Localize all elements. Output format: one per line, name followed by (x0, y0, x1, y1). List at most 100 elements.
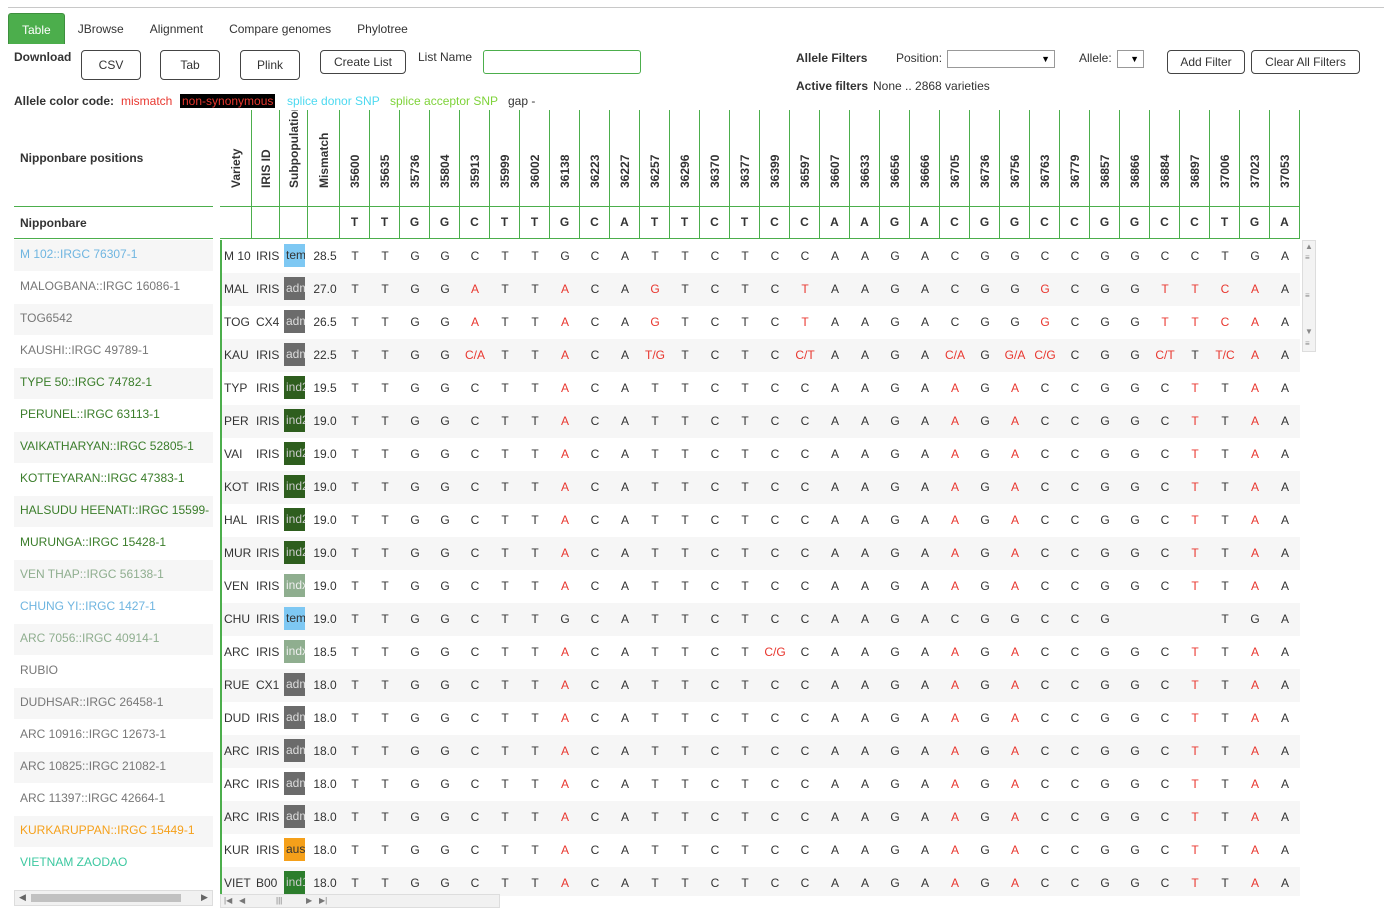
position-header[interactable]: 36666 (910, 110, 940, 206)
list-name-input[interactable] (483, 50, 641, 74)
tab-button[interactable]: Tab (160, 50, 220, 80)
table-row[interactable]: VEN IRIS indx 19.0 T T G G C T T A C A T T C T C C A A G A A G A C C… (220, 570, 1300, 603)
tab-jbrowse[interactable]: JBrowse (77, 22, 124, 36)
position-header[interactable]: 36763 (1030, 110, 1060, 206)
scrollbar-thumb[interactable] (31, 894, 181, 902)
position-header[interactable]: 37023 (1240, 110, 1270, 206)
table-row[interactable]: KUR IRIS aus 18.0 T T G G C T T A C A T T C T C C A A G A A G A C C G… (220, 834, 1300, 867)
create-list-button[interactable]: Create List (320, 50, 406, 74)
variety-name-link[interactable]: TYPE 50::IRGC 74782-1 (14, 368, 213, 400)
scroll-bottom-icon[interactable]: ≡ (1305, 339, 1310, 348)
scroll-left-icon[interactable]: ◀ (19, 892, 26, 902)
variety-name-link[interactable]: M 102::IRGC 76307-1 (14, 240, 213, 272)
left-horizontal-scrollbar[interactable]: ◀ ▶ (14, 890, 213, 906)
csv-button[interactable]: CSV (81, 50, 141, 80)
scroll-prev-icon[interactable]: ◀ (239, 896, 246, 905)
position-select[interactable]: ▼ (947, 50, 1055, 68)
position-header[interactable]: 36002 (520, 110, 550, 206)
table-row[interactable]: DUD IRIS adm 18.0 T T G G C T T A C A T T C T C C A A G A A G A C C G… (220, 702, 1300, 735)
add-filter-button[interactable]: Add Filter (1167, 50, 1245, 74)
scroll-up-icon[interactable]: ▲ (1305, 242, 1313, 251)
column-header-mismatch[interactable]: Mismatch (308, 110, 340, 206)
column-header-iris[interactable]: IRIS ID (252, 110, 280, 206)
position-header[interactable]: 36705 (940, 110, 970, 206)
variety-name-link[interactable]: MURUNGA::IRGC 15428-1 (14, 528, 213, 560)
position-header[interactable]: 36633 (850, 110, 880, 206)
position-header[interactable]: 35635 (370, 110, 400, 206)
position-header[interactable]: 36296 (670, 110, 700, 206)
position-header[interactable]: 35600 (340, 110, 370, 206)
variety-name-link[interactable]: KAUSHI::IRGC 49789-1 (14, 336, 213, 368)
scroll-first-icon[interactable]: |◀ (224, 896, 233, 905)
position-header[interactable]: 36227 (610, 110, 640, 206)
tab-compare-genomes[interactable]: Compare genomes (229, 22, 332, 36)
scroll-grip-icon[interactable]: ≡ (1305, 291, 1310, 300)
tab-phylotree[interactable]: Phylotree (357, 22, 408, 36)
variety-name-link[interactable]: VEN THAP::IRGC 56138-1 (14, 560, 213, 592)
scroll-top-icon[interactable]: ≡ (1305, 253, 1310, 262)
variety-name-link[interactable]: ARC 11397::IRGC 42664-1 (14, 784, 213, 816)
position-header[interactable]: 35804 (430, 110, 460, 206)
position-header[interactable]: 35736 (400, 110, 430, 206)
table-row[interactable]: MUR IRIS ind2 19.0 T T G G C T T A C A T T C T C C A A G A A G A C C… (220, 537, 1300, 570)
scroll-right-icon[interactable]: ▶ (201, 892, 208, 902)
variety-name-link[interactable]: ARC 10825::IRGC 21082-1 (14, 752, 213, 784)
table-row[interactable]: ARC IRIS adm 18.0 T T G G C T T A C A T T C T C C A A G A A G A C C G… (220, 735, 1300, 768)
position-header[interactable]: 37006 (1210, 110, 1240, 206)
clear-filters-button[interactable]: Clear All Filters (1251, 50, 1360, 74)
plink-button[interactable]: Plink (240, 50, 300, 80)
variety-name-link[interactable]: VAIKATHARYAN::IRGC 52805-1 (14, 432, 213, 464)
position-header[interactable]: 36399 (760, 110, 790, 206)
variety-name-link[interactable]: DUDHSAR::IRGC 26458-1 (14, 688, 213, 720)
position-header[interactable]: 36756 (1000, 110, 1030, 206)
table-row[interactable]: TOG CX4 adm 26.5 T T G G A T T A C A G T C T C T A A G A C G G G C G G… (220, 306, 1300, 339)
grid-horizontal-scrollbar[interactable]: |◀ ◀ ||| ▶ ▶| (220, 894, 500, 908)
variety-name-link[interactable]: RUBIO (14, 656, 213, 688)
table-row[interactable]: HAL IRIS ind2 19.0 T T G G C T T A C A T T C T C C A A G A A G A C C… (220, 504, 1300, 537)
position-header[interactable]: 35913 (460, 110, 490, 206)
position-header[interactable]: 36377 (730, 110, 760, 206)
tab-table[interactable]: Table (8, 13, 65, 44)
position-header[interactable]: 36138 (550, 110, 580, 206)
position-header[interactable]: 36897 (1180, 110, 1210, 206)
table-row[interactable]: PER IRIS ind2 19.0 T T G G C T T A C A T T C T C C A A G A A G A C C… (220, 405, 1300, 438)
position-header[interactable]: 36779 (1060, 110, 1090, 206)
scroll-last-icon[interactable]: ▶| (319, 896, 328, 905)
scroll-grip-icon[interactable]: ||| (276, 896, 283, 905)
variety-name-link[interactable]: KOTTEYARAN::IRGC 47383-1 (14, 464, 213, 496)
variety-name-link[interactable]: ARC 10916::IRGC 12673-1 (14, 720, 213, 752)
table-row[interactable]: MAL IRIS adm 27.0 T T G G A T T A C A G T C T C T A A G A C G G G C G… (220, 273, 1300, 306)
scroll-next-icon[interactable]: ▶ (306, 896, 313, 905)
variety-name-link[interactable]: VIETNAM ZAODAO (14, 848, 213, 880)
scroll-down-icon[interactable]: ▼ (1305, 327, 1313, 336)
column-header-variety[interactable]: Variety (220, 110, 252, 206)
variety-name-link[interactable]: MALOGBANA::IRGC 16086-1 (14, 272, 213, 304)
table-row[interactable]: TYP IRIS ind2 19.5 T T G G C T T A C A T T C T C C A A G A A G A C C… (220, 372, 1300, 405)
variety-name-link[interactable]: CHUNG YI::IRGC 1427-1 (14, 592, 213, 624)
position-header[interactable]: 36257 (640, 110, 670, 206)
table-row[interactable]: ARC IRIS adm 18.0 T T G G C T T A C A T T C T C C A A G A A G A C C G… (220, 801, 1300, 834)
variety-name-link[interactable]: PERUNEL::IRGC 63113-1 (14, 400, 213, 432)
variety-name-link[interactable]: ARC 7056::IRGC 40914-1 (14, 624, 213, 656)
position-header[interactable]: 36370 (700, 110, 730, 206)
position-header[interactable]: 36607 (820, 110, 850, 206)
position-header[interactable]: 36857 (1090, 110, 1120, 206)
allele-select[interactable]: ▼ (1117, 50, 1144, 68)
column-header-subpop[interactable]: Subpopulation (280, 110, 308, 206)
position-header[interactable]: 36223 (580, 110, 610, 206)
position-header[interactable]: 37053 (1270, 110, 1300, 206)
position-header[interactable]: 36736 (970, 110, 1000, 206)
position-header[interactable]: 36656 (880, 110, 910, 206)
position-header[interactable]: 36597 (790, 110, 820, 206)
table-row[interactable]: VAI IRIS ind2 19.0 T T G G C T T A C A T T C T C C A A G A A G A C C… (220, 438, 1300, 471)
table-row[interactable]: ARC IRIS indx 18.5 T T G G C T T A C A T T C T C/G C A A G A A G A… (220, 636, 1300, 669)
position-header[interactable]: 36866 (1120, 110, 1150, 206)
table-row[interactable]: KAU IRIS adm 22.5 T T G G C/A T T A C A T/G T C T C C/T A A G A… (220, 339, 1300, 372)
tab-alignment[interactable]: Alignment (149, 22, 204, 36)
position-header[interactable]: 35999 (490, 110, 520, 206)
vertical-scrollbar[interactable]: ▲ ≡ ≡ ▼ ≡ (1302, 240, 1316, 352)
variety-name-link[interactable]: TOG6542 (14, 304, 213, 336)
variety-name-link[interactable]: KURKARUPPAN::IRGC 15449-1 (14, 816, 213, 848)
table-row[interactable]: ARC IRIS adm 18.0 T T G G C T T A C A T T C T C C A A G A A G A C C G… (220, 768, 1300, 801)
